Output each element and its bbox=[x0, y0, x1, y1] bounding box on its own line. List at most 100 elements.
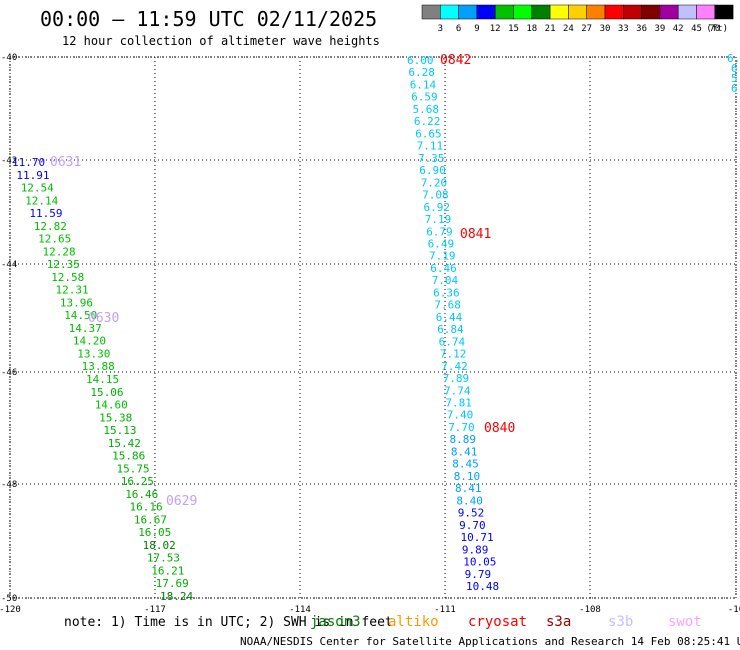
footer-note: note: 1) Time is in UTC; 2) SWH is in fe… bbox=[64, 615, 393, 630]
color-swatch bbox=[421, 4, 441, 20]
color-swatch bbox=[604, 4, 624, 20]
color-swatch bbox=[458, 4, 478, 20]
scale-label: 45 bbox=[691, 24, 702, 34]
longitude-label: -117 bbox=[144, 605, 166, 615]
color-swatch bbox=[549, 4, 569, 20]
wave-height-value: 14.60 bbox=[95, 399, 128, 412]
longitude-label: -114 bbox=[289, 605, 311, 615]
color-swatch bbox=[531, 4, 551, 20]
wave-height-value: 13.96 bbox=[60, 296, 93, 309]
scale-label: 36 bbox=[636, 24, 647, 34]
wave-height-value: 13.88 bbox=[82, 360, 115, 373]
wave-height-value: 17.53 bbox=[147, 552, 180, 565]
wave-height-value: 9.52 bbox=[458, 507, 485, 520]
pass-time-label: 0629 bbox=[166, 494, 197, 509]
wave-height-value: 7.12 bbox=[440, 348, 467, 361]
wave-height-value: 7.19 bbox=[429, 250, 456, 263]
wave-height-value: 8.41 bbox=[451, 445, 478, 458]
scale-unit: (ft) bbox=[706, 24, 728, 34]
wave-height-value: 12.35 bbox=[47, 258, 80, 271]
longitude-label: -111 bbox=[434, 605, 456, 615]
scale-label: 15 bbox=[508, 24, 519, 34]
latitude-label: -44 bbox=[1, 260, 17, 270]
pass-time-label: 0631 bbox=[50, 155, 81, 170]
wave-height-points: 11.7011.9112.5412.1411.5912.8212.6512.28… bbox=[12, 52, 740, 603]
scale-label: 30 bbox=[600, 24, 611, 34]
color-swatch bbox=[476, 4, 496, 20]
wave-height-value: 14.37 bbox=[69, 322, 102, 335]
wave-height-value: 7.19 bbox=[425, 213, 452, 226]
wave-height-value: 7.08 bbox=[422, 189, 449, 202]
wave-height-value: 8.40 bbox=[456, 494, 483, 507]
wave-height-value: 7.81 bbox=[445, 397, 472, 410]
scale-label: 70 bbox=[709, 24, 720, 34]
wave-height-value: 16.16 bbox=[130, 501, 163, 514]
color-swatch bbox=[568, 4, 587, 20]
wave-height-value: 7.89 bbox=[443, 372, 470, 385]
latitude-label: -46 bbox=[1, 368, 17, 378]
pass-time-label: 0842 bbox=[440, 53, 471, 68]
wave-height-value: 6.28 bbox=[408, 66, 435, 79]
scale-label: 21 bbox=[545, 24, 556, 34]
wave-height-value: 12.65 bbox=[38, 233, 71, 246]
wave-height-value: 7.40 bbox=[447, 409, 474, 422]
latitude-label: -40 bbox=[1, 53, 17, 63]
wave-height-value: 16.25 bbox=[121, 475, 154, 488]
wave-height-value: 15.42 bbox=[108, 437, 141, 450]
wave-height-value: 10.05 bbox=[463, 556, 496, 569]
wave-height-value: 9.89 bbox=[462, 543, 489, 556]
wave-height-value: 15.38 bbox=[99, 411, 132, 424]
wave-height-value: 15.86 bbox=[112, 450, 145, 463]
wave-height-value: 6.90 bbox=[419, 164, 446, 177]
satellite-legend-item: swot bbox=[668, 614, 702, 630]
color-swatch bbox=[513, 4, 533, 20]
pass-time-label: 0630 bbox=[88, 311, 119, 326]
wave-height-value: 6 bbox=[731, 82, 738, 95]
pass-time-label: 0841 bbox=[460, 227, 491, 242]
wave-height-value: 12.28 bbox=[43, 245, 76, 258]
wave-height-value: 15.06 bbox=[90, 386, 123, 399]
wave-height-value: 5 bbox=[731, 72, 738, 85]
wave-height-value: 11.59 bbox=[29, 207, 62, 220]
wave-height-value: 6.22 bbox=[414, 115, 441, 128]
wave-height-value: 15.75 bbox=[117, 462, 150, 475]
color-swatch bbox=[659, 4, 679, 20]
wave-height-value: 6.84 bbox=[437, 323, 464, 336]
satellite-legend-item: s3b bbox=[608, 614, 633, 630]
wave-height-value: 6.14 bbox=[410, 79, 437, 92]
wave-height-value: 16.67 bbox=[134, 513, 167, 526]
wave-height-value: 12.58 bbox=[51, 271, 84, 284]
footer-credit: NOAA/NESDIS Center for Satellite Applica… bbox=[240, 635, 740, 648]
satellite-legend-item: altiko bbox=[388, 614, 439, 630]
scale-label: 12 bbox=[490, 24, 501, 34]
wave-height-value: 17.69 bbox=[156, 577, 189, 590]
latitude-label: -50 bbox=[1, 594, 17, 604]
color-swatch bbox=[641, 4, 661, 20]
satellite-legend-item: s3a bbox=[546, 614, 571, 630]
latitude-label: -42 bbox=[1, 156, 17, 166]
wave-height-value: 6.79 bbox=[426, 225, 453, 238]
scale-label: 24 bbox=[563, 24, 574, 34]
wave-height-value: 14.15 bbox=[86, 373, 119, 386]
wave-height-value: 14.50 bbox=[64, 309, 97, 322]
page-title: 00:00 – 11:59 UTC 02/11/2025 bbox=[40, 7, 377, 31]
color-swatch bbox=[623, 4, 642, 20]
scale-label: 39 bbox=[654, 24, 665, 34]
wave-height-value: 18.24 bbox=[160, 590, 193, 603]
scale-label: 3 bbox=[438, 24, 443, 34]
wave-height-value: 6.36 bbox=[433, 286, 460, 299]
wave-height-value: 10.48 bbox=[466, 580, 499, 593]
pass-time-labels: 0631 0842 0630 0629 0841 0840 bbox=[50, 53, 515, 509]
color-swatch bbox=[714, 4, 734, 20]
color-swatch bbox=[677, 4, 697, 20]
wave-height-value: 6.59 bbox=[411, 91, 438, 104]
wave-height-value: 7.04 bbox=[432, 274, 459, 287]
wave-height-value: 12.82 bbox=[34, 220, 67, 233]
wave-height-value: 12.31 bbox=[56, 284, 89, 297]
satellite-legend: jason3 altiko cryosat s3a s3b swot bbox=[310, 614, 702, 630]
color-scale-legend: 3 6 9 12 15 18 21 24 27 30 33 36 39 42 45 70(ft) bbox=[421, 4, 734, 34]
wave-height-value: 15.13 bbox=[103, 424, 136, 437]
wave-height-value: 7.68 bbox=[434, 299, 461, 312]
color-swatch bbox=[440, 4, 459, 20]
